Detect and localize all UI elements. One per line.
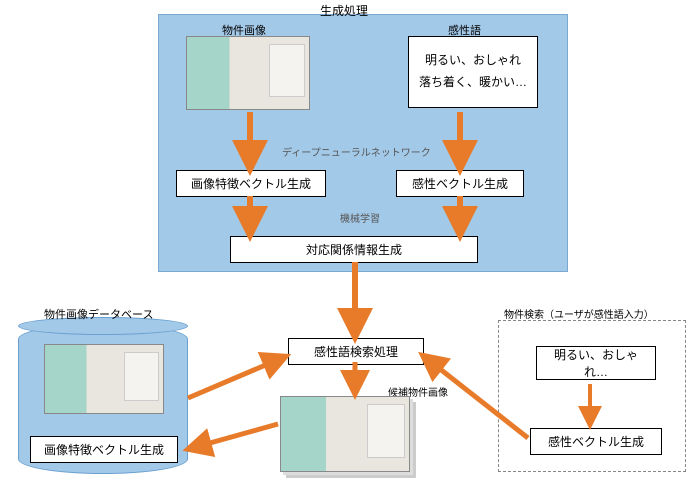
property-image bbox=[186, 36, 310, 110]
database-title: 物件画像データベース bbox=[44, 306, 153, 322]
dnn-note: ディープニューラルネットワーク bbox=[282, 144, 431, 159]
relation-gen-box: 対応関係情報生成 bbox=[230, 236, 478, 263]
image-vector-gen-box: 画像特徴ベクトル生成 bbox=[176, 170, 326, 197]
user-input-box: 明るい、おしゃれ… bbox=[536, 346, 656, 380]
ml-note: 機械学習 bbox=[340, 210, 380, 225]
search-process-box: 感性語検索処理 bbox=[288, 338, 424, 365]
kansei-vector-gen-box: 感性ベクトル生成 bbox=[396, 170, 524, 197]
user-input-text: 明るい、おしゃれ… bbox=[545, 346, 647, 380]
generation-title: 生成処理 bbox=[320, 2, 368, 19]
kansei-examples-box: 明るい、おしゃれ 落ち着く、暖かい… bbox=[408, 36, 538, 108]
user-kansei-vec-box: 感性ベクトル生成 bbox=[530, 428, 662, 455]
kansei-examples-text: 明るい、おしゃれ 落ち着く、暖かい… bbox=[419, 50, 527, 93]
candidate-image bbox=[280, 396, 410, 472]
database-image bbox=[44, 344, 164, 414]
user-search-title: 物件検索（ユーザが感性語入力） bbox=[504, 306, 654, 321]
database-img-vec-box: 画像特徴ベクトル生成 bbox=[30, 436, 178, 463]
